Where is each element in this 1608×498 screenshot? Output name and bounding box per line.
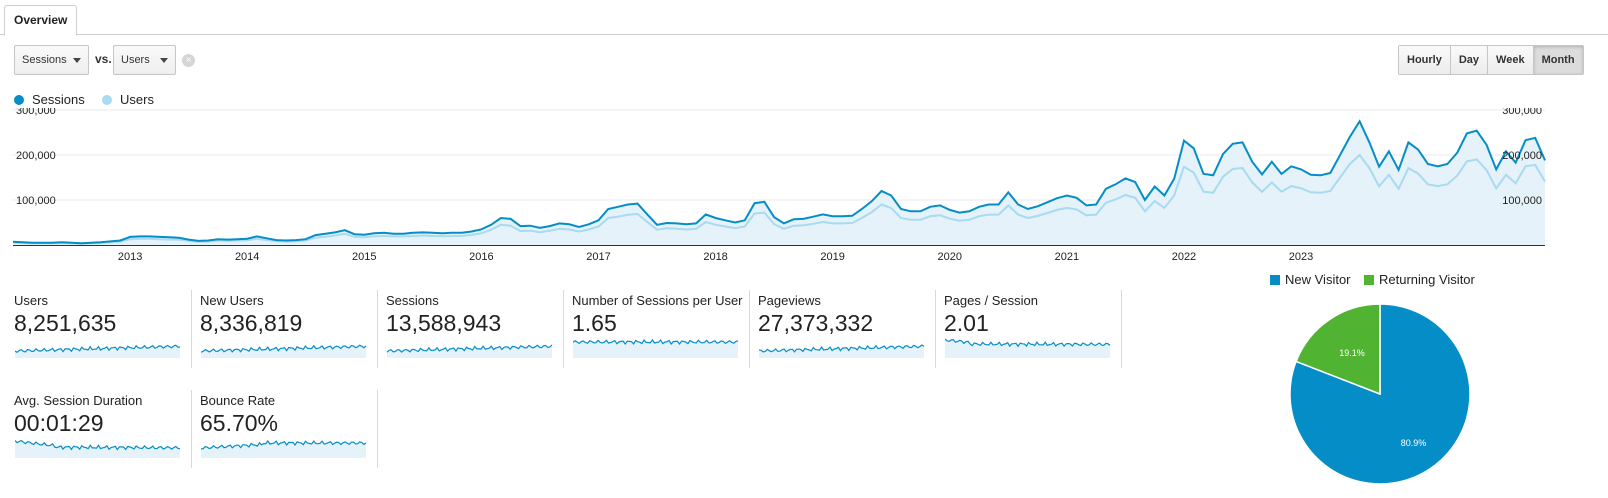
metric-tile-bounce-rate[interactable]: Bounce Rate 65.70%: [200, 390, 378, 468]
metric-label: New Users: [200, 293, 264, 308]
metric-label: Bounce Rate: [200, 393, 276, 408]
pie-legend-label: Returning Visitor: [1379, 272, 1475, 287]
secondary-metric-select[interactable]: Users: [113, 45, 176, 75]
metric-tile-pages-per-session[interactable]: Pages / Session 2.01: [944, 290, 1122, 368]
primary-metric-select[interactable]: Sessions: [14, 45, 89, 75]
pie-slice-label: 19.1%: [1339, 348, 1365, 358]
sessions-line: [12, 119, 1546, 245]
returning-visitor-swatch-icon: [1364, 274, 1374, 285]
x-tick-label: 2014: [235, 251, 259, 263]
sparkline: [15, 344, 181, 358]
new-visitor-swatch-icon: [1270, 274, 1280, 285]
metric-tile-avg-session-duration[interactable]: Avg. Session Duration 00:01:29: [14, 390, 192, 468]
legend-sessions-label: Sessions: [32, 92, 85, 107]
chevron-down-icon: [160, 58, 168, 63]
sparkline-area: [759, 345, 924, 358]
sparkline-line: [201, 439, 367, 450]
metric-tile-new-users[interactable]: New Users 8,336,819: [200, 290, 378, 368]
y-tick-label-left: 100,000: [16, 195, 56, 207]
sparkline-line: [201, 344, 367, 353]
sparkline: [201, 344, 367, 358]
x-tick-label: 2016: [469, 251, 493, 263]
metric-label: Pages / Session: [944, 293, 1038, 308]
sparkline-line: [15, 439, 181, 451]
x-tick-label: 2023: [1289, 251, 1313, 263]
legend-users[interactable]: Users: [102, 92, 154, 107]
x-tick-label: 2020: [938, 251, 962, 263]
sparkline-line: [15, 344, 181, 354]
x-tick-label: 2013: [118, 251, 142, 263]
y-tick-label-right: 300,000: [1502, 108, 1542, 117]
sparkline-area: [387, 344, 552, 358]
metric-value: 00:01:29: [14, 410, 104, 436]
sparkline-area: [201, 440, 366, 458]
y-tick-label-right: 100,000: [1502, 195, 1542, 207]
metric-tile-users[interactable]: Users 8,251,635: [14, 290, 192, 368]
secondary-metric-label: Users: [121, 54, 150, 66]
pie-legend-label: New Visitor: [1285, 272, 1351, 287]
x-tick-label: 2022: [1172, 251, 1196, 263]
vs-label: vs.: [95, 52, 112, 66]
granularity-week-button[interactable]: Week: [1487, 46, 1533, 74]
sparkline-line: [387, 344, 553, 353]
metric-tile-sessions[interactable]: Sessions 13,588,943: [386, 290, 564, 368]
primary-metric-label: Sessions: [22, 54, 67, 66]
sparkline: [15, 439, 181, 458]
sparkline: [387, 344, 553, 358]
pie-slice-label: 80.9%: [1401, 438, 1427, 448]
sparkline: [759, 344, 925, 358]
metric-label: Avg. Session Duration: [14, 393, 143, 408]
sparkline-area: [15, 440, 180, 458]
x-tick-label: 2019: [820, 251, 844, 263]
sessions-area: [13, 121, 1545, 245]
main-line-chart: 300,000 300,000 200,000 200,000 100,000 100,0…: [12, 108, 1546, 263]
metric-value: 27,373,332: [758, 310, 874, 336]
metric-tile-sessions-per-user[interactable]: Number of Sessions per User 1.65: [572, 290, 750, 368]
pie-legend-new-visitor[interactable]: New Visitor: [1270, 272, 1351, 287]
y-tick-label-left: 200,000: [16, 150, 56, 162]
metric-value: 13,588,943: [386, 310, 502, 336]
granularity-day-button[interactable]: Day: [1449, 46, 1488, 74]
granularity-month-button[interactable]: Month: [1532, 46, 1583, 74]
metric-label: Pageviews: [758, 293, 821, 308]
metric-value: 2.01: [944, 310, 989, 336]
x-tick-label: 2017: [586, 251, 610, 263]
metric-value: 8,251,635: [14, 310, 117, 336]
sparkline: [573, 338, 739, 358]
visitor-pie-chart: 80.9% 19.1%: [1289, 303, 1471, 485]
y-tick-label-left: 300,000: [16, 108, 56, 117]
tab-overview[interactable]: Overview: [4, 5, 78, 36]
metric-value: 65.70%: [200, 410, 279, 436]
sparkline: [201, 439, 367, 458]
metric-value: 8,336,819: [200, 310, 303, 336]
x-tick-label: 2021: [1055, 251, 1079, 263]
users-line: [12, 153, 1546, 245]
granularity-hourly-button[interactable]: Hourly: [1399, 46, 1450, 74]
legend-users-label: Users: [120, 92, 154, 107]
sparkline-line: [573, 338, 739, 346]
metric-label: Users: [14, 293, 48, 308]
tab-bar: Overview: [0, 0, 1608, 36]
pie-legend-returning-visitor[interactable]: Returning Visitor: [1364, 272, 1475, 287]
metric-label: Number of Sessions per User: [572, 293, 743, 308]
sparkline: [945, 338, 1111, 358]
y-tick-label-right: 200,000: [1502, 150, 1542, 162]
sparkline-line: [945, 338, 1111, 348]
sessions-dot-icon: [14, 94, 24, 105]
metric-value: 1.65: [572, 310, 617, 336]
sparkline-line: [759, 344, 925, 353]
clear-comparison-icon[interactable]: ×: [182, 54, 195, 67]
sparkline-area: [201, 345, 366, 358]
chevron-down-icon: [73, 58, 81, 63]
sparkline-area: [573, 339, 738, 358]
x-tick-label: 2018: [703, 251, 727, 263]
users-dot-icon: [102, 94, 112, 105]
metric-tile-pageviews[interactable]: Pageviews 27,373,332: [758, 290, 936, 368]
pie-slice-1: [1295, 303, 1381, 396]
x-tick-label: 2015: [352, 251, 376, 263]
metric-label: Sessions: [386, 293, 439, 308]
granularity-switcher: Hourly Day Week Month: [1398, 45, 1584, 75]
legend-sessions[interactable]: Sessions: [14, 92, 85, 107]
sparkline-area: [945, 339, 1110, 358]
